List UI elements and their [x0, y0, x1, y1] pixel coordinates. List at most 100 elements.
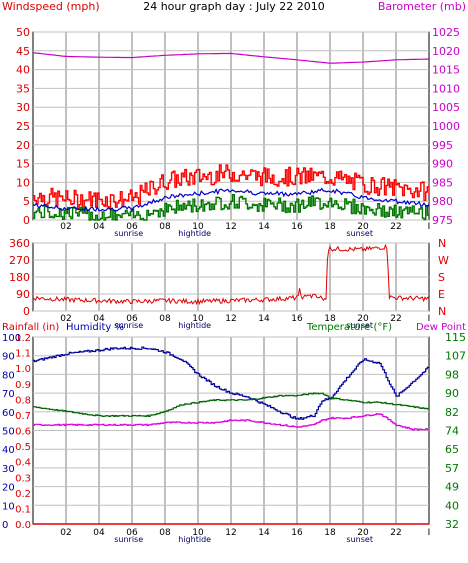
- temperature-tick-65: 65: [445, 443, 459, 456]
- direction-tick-270: 270: [9, 254, 30, 267]
- direction-time-14: 14: [258, 314, 270, 324]
- baro-tick-980: 980: [432, 195, 453, 208]
- rain-tick-12: 1.2: [15, 333, 31, 344]
- compass-tick-1: E: [438, 288, 445, 301]
- temperature-tick-49: 49: [445, 481, 459, 494]
- rain-sunset-label: sunset: [346, 535, 373, 544]
- rain-time-10: 10: [192, 528, 204, 538]
- baro-tick-990: 990: [432, 158, 453, 171]
- temperature-tick-82: 82: [445, 406, 459, 419]
- direction-tick-0: 0: [23, 305, 30, 318]
- wind-avg-series: [32, 187, 430, 212]
- wind-time-22: 22: [390, 222, 401, 232]
- direction-time-16: 16: [291, 314, 303, 324]
- direction-time-22: 22: [390, 314, 401, 324]
- rain-sunrise-label: sunrise: [114, 535, 143, 544]
- direction-tick-360: 360: [9, 237, 30, 250]
- wind-direction-series: [32, 243, 430, 306]
- temperature-tick-32: 32: [445, 518, 459, 531]
- direction-time-I: I: [428, 314, 431, 324]
- compass-tick-0: N: [438, 305, 446, 318]
- baro-tick-1015: 1015: [432, 64, 460, 77]
- humidity-tick-70: 70: [2, 389, 15, 400]
- wind-sunrise-label: sunrise: [114, 229, 143, 238]
- rain-tick-3: 0.3: [15, 473, 31, 484]
- direction-tick-90: 90: [16, 288, 30, 301]
- temperature-tick-40: 40: [445, 499, 459, 512]
- humidity-tick-50: 50: [2, 427, 15, 438]
- wind-min-series: [33, 193, 430, 221]
- wind-tick-15: 15: [16, 158, 30, 171]
- wind-time-18: 18: [324, 222, 336, 232]
- rain-time-12: 12: [225, 528, 236, 538]
- direction-hightide-label: hightide: [178, 321, 211, 330]
- direction-time-02: 02: [60, 314, 71, 324]
- temperature-series: [33, 392, 430, 417]
- humidity-tick-30: 30: [2, 464, 15, 475]
- baro-tick-1010: 1010: [432, 82, 460, 95]
- rain-tick-0: 0.0: [15, 520, 31, 531]
- rain-tick-4: 0.4: [15, 458, 31, 469]
- wind-time-I: I: [428, 222, 431, 232]
- direction-time-06: 06: [126, 314, 138, 324]
- rainfall-axis-label: Rainfall (in): [2, 322, 59, 333]
- rain-time-02: 02: [60, 528, 71, 538]
- wind-time-10: 10: [192, 222, 204, 232]
- rain-tick-9: 0.9: [15, 380, 31, 391]
- rain-tick-11: 1.1: [15, 349, 31, 360]
- direction-time-20: 20: [357, 314, 369, 324]
- direction-tick-180: 180: [9, 271, 30, 284]
- compass-tick-3: W: [438, 254, 449, 267]
- wind-tick-25: 25: [16, 120, 30, 133]
- temperature-tick-90: 90: [445, 387, 459, 400]
- rain-tick-8: 0.8: [15, 395, 31, 406]
- temperature-tick-98: 98: [445, 368, 459, 381]
- direction-time-12: 12: [225, 314, 236, 324]
- temperature-tick-74: 74: [445, 425, 459, 438]
- wind-tick-5: 5: [23, 195, 30, 208]
- wind-time-16: 16: [291, 222, 303, 232]
- humidity-tick-10: 10: [2, 501, 15, 512]
- rain-tick-7: 0.7: [15, 411, 31, 422]
- rain-tick-10: 1.0: [15, 364, 31, 375]
- humidity-tick-40: 40: [2, 445, 15, 456]
- rain-time-18: 18: [324, 528, 336, 538]
- rain-tick-5: 0.5: [15, 442, 31, 453]
- direction-time-18: 18: [324, 314, 336, 324]
- direction-sunrise-label: sunrise: [114, 321, 143, 330]
- baro-tick-995: 995: [432, 139, 453, 152]
- temperature-tick-115: 115: [445, 331, 466, 344]
- wind-tick-50: 50: [16, 26, 30, 39]
- baro-tick-1000: 1000: [432, 120, 460, 133]
- rain-time-14: 14: [258, 528, 270, 538]
- humidity-tick-60: 60: [2, 408, 15, 419]
- baro-tick-975: 975: [432, 214, 453, 227]
- wind-tick-10: 10: [16, 176, 30, 189]
- wind-tick-35: 35: [16, 82, 30, 95]
- temperature-axis-label: Temperature (°F): [306, 322, 392, 333]
- temperature-tick-57: 57: [445, 462, 459, 475]
- wind-tick-40: 40: [16, 64, 30, 77]
- humidity-axis-label: Humidity %: [66, 322, 124, 333]
- barometer-series: [32, 52, 429, 64]
- rain-time-04: 04: [93, 528, 105, 538]
- rain-tick-2: 0.2: [15, 489, 31, 500]
- compass-tick-4: N: [438, 237, 446, 250]
- rain-tick-1: 0.1: [15, 504, 31, 515]
- baro-tick-1020: 1020: [432, 45, 460, 58]
- rain-time-16: 16: [291, 528, 303, 538]
- humidity-tick-0: 0: [2, 520, 8, 531]
- wind-tick-0: 0: [23, 214, 30, 227]
- wind-time-20: 20: [357, 222, 369, 232]
- humidity-tick-80: 80: [2, 370, 15, 381]
- rain-hightide-label: hightide: [178, 535, 211, 544]
- wind-time-12: 12: [225, 222, 236, 232]
- wind-time-02: 02: [60, 222, 71, 232]
- direction-time-04: 04: [93, 314, 105, 324]
- direction-time-10: 10: [192, 314, 204, 324]
- baro-tick-1025: 1025: [432, 26, 460, 39]
- wind-gust-series: [33, 164, 430, 210]
- humidity-series: [33, 346, 430, 420]
